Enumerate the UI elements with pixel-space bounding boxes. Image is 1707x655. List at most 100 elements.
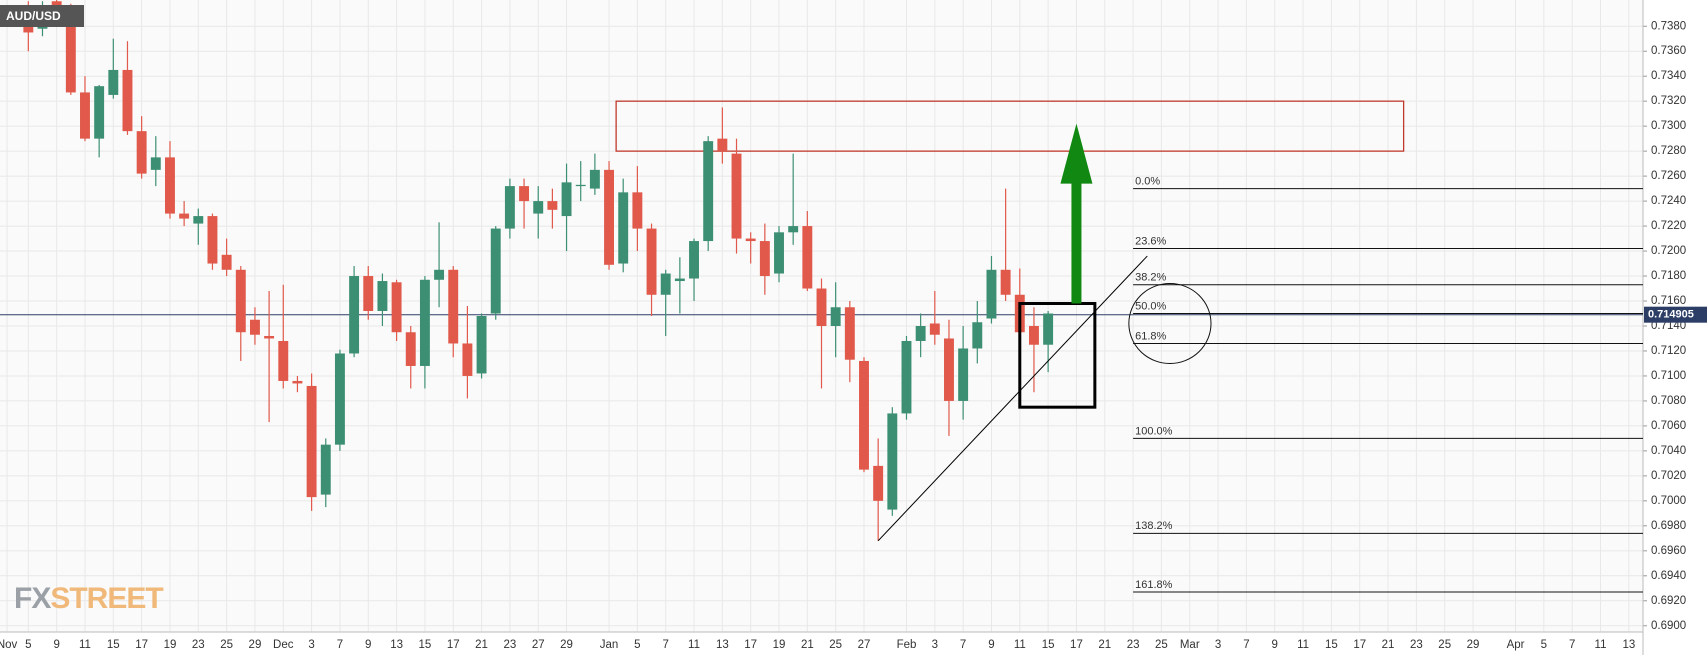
x-tick-label: 17	[744, 639, 757, 651]
x-tick-label: Apr	[1507, 639, 1525, 651]
x-tick-label: 23	[1127, 639, 1140, 651]
candle-body	[391, 282, 402, 333]
watermark-part: FX	[14, 582, 51, 615]
x-tick-label: 25	[220, 639, 233, 651]
candle-body	[929, 323, 940, 335]
y-tick-label: 0.7300	[1651, 120, 1686, 132]
y-tick-label: 0.7080	[1651, 395, 1686, 407]
candle-body	[306, 385, 317, 498]
candle-body	[604, 169, 615, 265]
x-tick-label: 15	[419, 639, 432, 651]
y-tick-label: 0.7120	[1651, 345, 1686, 357]
y-tick-label: 0.7240	[1651, 195, 1686, 207]
candle-body	[292, 380, 303, 384]
x-tick-label: 15	[1325, 639, 1338, 651]
x-tick-label: 7	[662, 639, 668, 651]
x-tick-label: 27	[532, 639, 545, 651]
candle-body	[165, 157, 175, 214]
fib-label: 138.2%	[1135, 520, 1173, 532]
candle-body	[108, 69, 119, 95]
candle-body	[873, 465, 884, 501]
x-tick-label: 19	[164, 639, 177, 651]
candle-body	[235, 269, 246, 333]
x-tick-label: 29	[560, 639, 573, 651]
candle-body	[65, 13, 76, 93]
watermark: FXSTREET	[14, 582, 163, 615]
x-tick-label: 15	[1042, 639, 1055, 651]
x-tick-label: 29	[249, 639, 262, 651]
candle-body	[816, 288, 827, 326]
candle-body	[419, 279, 430, 366]
candle-body	[788, 226, 799, 233]
x-tick-label: 25	[1155, 639, 1168, 651]
x-tick-label: 15	[107, 639, 120, 651]
candle-body	[207, 216, 218, 264]
x-tick-label: 7	[960, 639, 966, 651]
candle-body	[915, 325, 926, 341]
x-tick-label: 21	[1098, 639, 1111, 651]
y-tick-label: 0.7280	[1651, 145, 1686, 157]
x-tick-label: 23	[192, 639, 205, 651]
x-tick-label: 13	[390, 639, 403, 651]
fib-label: 38.2%	[1135, 272, 1166, 284]
x-tick-label: 19	[773, 639, 786, 651]
candle-body	[703, 141, 714, 242]
candle-body	[972, 322, 983, 349]
x-tick-label: 11	[688, 639, 700, 651]
candle-body	[221, 254, 232, 270]
candle-body	[519, 186, 530, 202]
candle-body	[958, 348, 969, 401]
candle-body	[533, 201, 544, 214]
y-tick-label: 0.7220	[1651, 220, 1686, 232]
x-tick-label: 27	[858, 639, 871, 651]
candle-body	[462, 343, 473, 376]
candle-body	[589, 169, 600, 189]
y-tick-label: 0.7100	[1651, 370, 1686, 382]
candle-body	[377, 281, 388, 312]
candle-body	[94, 86, 105, 139]
x-tick-label: 23	[1410, 639, 1423, 651]
trendline	[877, 255, 1148, 542]
candle-body	[434, 269, 445, 280]
fib-label: 0.0%	[1135, 176, 1160, 188]
x-tick-label: 9	[988, 639, 994, 651]
candle-body	[774, 232, 784, 274]
y-tick-label: 0.7360	[1651, 45, 1686, 57]
candle-body	[802, 226, 813, 289]
candle-body	[844, 307, 855, 360]
candle-body	[717, 138, 728, 152]
y-tick-label: 0.7320	[1651, 95, 1686, 107]
fib-label: 61.8%	[1135, 330, 1166, 342]
candle-body	[618, 192, 629, 264]
candle-body	[150, 157, 161, 170]
y-tick-label: 0.7340	[1651, 70, 1686, 82]
x-tick-label: Dec	[273, 639, 294, 651]
candle-body	[830, 307, 841, 326]
candle-body	[193, 216, 204, 224]
candle-body	[632, 192, 643, 229]
x-tick-label: 7	[1569, 639, 1575, 651]
x-tick-label: 9	[365, 639, 371, 651]
candle-body	[859, 360, 869, 470]
x-tick-label: 21	[1382, 639, 1395, 651]
x-tick-label: 21	[475, 639, 488, 651]
x-tick-label: Nov	[0, 639, 18, 651]
candle-body	[674, 278, 685, 282]
candle-body	[646, 228, 657, 295]
x-tick-label: 11	[1014, 639, 1026, 651]
highlight-ellipse	[1128, 283, 1212, 364]
x-tick-label: 11	[1297, 639, 1309, 651]
x-tick-label: 23	[503, 639, 516, 651]
candle-body	[249, 319, 260, 335]
x-tick-label: 3	[308, 639, 314, 651]
x-tick-label: 9	[1272, 639, 1278, 651]
target-arrow	[1060, 123, 1093, 304]
fib-label: 161.8%	[1135, 579, 1173, 591]
candle-body	[490, 228, 501, 314]
x-tick-label: Mar	[1180, 639, 1200, 651]
candle-body	[476, 316, 487, 374]
x-tick-label: 17	[1353, 639, 1366, 651]
x-tick-label: 13	[1622, 639, 1635, 651]
chart-title: AUD/USD	[6, 9, 61, 23]
candle-body	[660, 273, 671, 295]
